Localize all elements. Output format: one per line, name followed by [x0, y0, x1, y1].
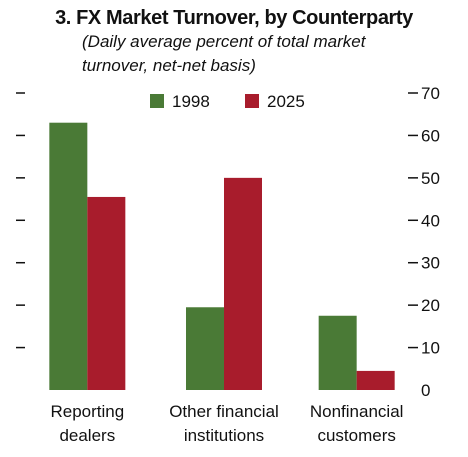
- y-tick-label-20: 20: [421, 296, 440, 315]
- bars: [49, 122, 395, 390]
- y-tick-label-30: 30: [421, 254, 440, 273]
- y-tick-label-40: 40: [421, 211, 440, 230]
- y-tick-label-10: 10: [421, 339, 440, 358]
- legend-label-2025: 2025: [267, 92, 305, 111]
- right-tick-marks: [408, 92, 418, 349]
- bar-1998-2: [318, 315, 357, 390]
- legend: 1998 2025: [150, 92, 305, 111]
- category-label-2-1: customers: [317, 426, 395, 445]
- bar-1998-0: [49, 122, 88, 390]
- bar-2025-2: [356, 370, 395, 390]
- right-axis-tick-labels: 0 10 20 30 40 50 60 70: [421, 84, 440, 400]
- chart-title: 3. FX Market Turnover, by Counterparty: [55, 7, 413, 29]
- bar-2025-0: [87, 196, 126, 390]
- legend-swatch-2025: [245, 94, 259, 108]
- bar-2025-1: [224, 177, 262, 390]
- category-label-2-0: Nonfinancial: [310, 402, 404, 421]
- y-tick-label-0: 0: [421, 381, 430, 400]
- legend-swatch-1998: [150, 94, 164, 108]
- category-labels: Reporting dealers Other financial instituti…: [50, 402, 403, 445]
- y-tick-label-50: 50: [421, 169, 440, 188]
- category-label-1-0: Other financial: [169, 402, 279, 421]
- y-tick-label-70: 70: [421, 84, 440, 103]
- legend-label-1998: 1998: [172, 92, 210, 111]
- category-label-0-1: dealers: [59, 426, 115, 445]
- category-label-0-0: Reporting: [50, 402, 124, 421]
- y-tick-label-60: 60: [421, 126, 440, 145]
- bar-1998-1: [186, 307, 224, 390]
- chart-subtitle-line-1: (Daily average percent of total market: [82, 32, 366, 51]
- chart-subtitle-line-2: turnover, net-net basis): [82, 56, 256, 75]
- category-label-1-1: institutions: [184, 426, 264, 445]
- left-tick-marks: [16, 92, 25, 349]
